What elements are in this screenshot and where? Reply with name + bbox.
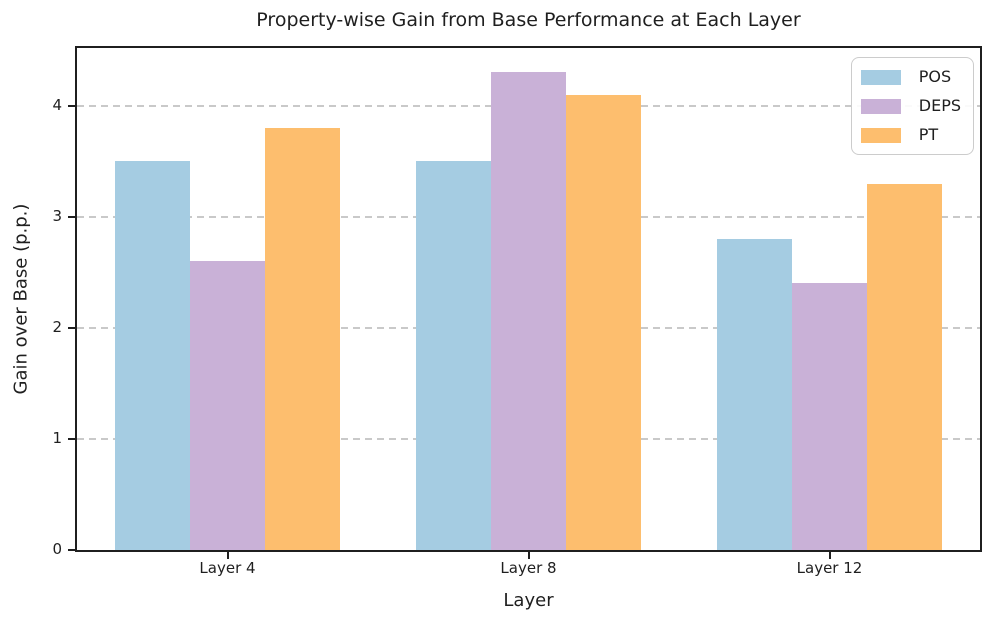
y-tick-label-0: 0 (52, 540, 62, 558)
chart-title: Property-wise Gain from Base Performance… (256, 9, 801, 31)
y-tick-label-3: 3 (52, 206, 62, 225)
x-tick-label-layer-4: Layer 4 (199, 559, 256, 577)
legend-entry-deps: DEPS (860, 96, 961, 115)
y-tick-label-4: 4 (52, 95, 62, 114)
bar-pos-layer-4 (114, 161, 190, 550)
plot-area: POS DEPS PT (75, 46, 982, 552)
y-axis-label: Gain over Base (p.p.) (10, 203, 32, 395)
bar-pos-layer-12 (716, 239, 792, 550)
legend-swatch-pt (860, 127, 901, 143)
x-tick-mark-layer-8 (527, 552, 530, 559)
x-tick-mark-layer-12 (828, 552, 831, 559)
bar-pt-layer-4 (265, 127, 341, 550)
bar-deps-layer-12 (791, 283, 868, 550)
bar-pt-layer-8 (566, 94, 642, 550)
bar-pos-layer-8 (415, 161, 491, 550)
bar-deps-layer-8 (490, 72, 567, 550)
legend-label-deps: DEPS (918, 96, 961, 115)
legend-swatch-pos (860, 69, 901, 85)
x-tick-label-layer-8: Layer 8 (500, 559, 557, 577)
y-tick-mark-0 (68, 549, 75, 551)
y-tick-mark-2 (68, 326, 75, 329)
legend-entry-pt: PT (860, 125, 961, 144)
y-tick-mark-1 (68, 437, 75, 440)
legend-swatch-deps (860, 98, 901, 114)
legend-label-pt: PT (918, 125, 939, 144)
legend-label-pos: POS (918, 67, 952, 86)
legend-entry-pos: POS (860, 67, 961, 86)
y-tick-mark-4 (68, 104, 75, 107)
x-tick-label-layer-12: Layer 12 (796, 559, 863, 577)
y-tick-label-1: 1 (52, 428, 62, 447)
bar-deps-layer-4 (189, 261, 266, 550)
legend: POS DEPS PT (850, 57, 974, 155)
x-axis-label: Layer (503, 590, 554, 611)
y-tick-mark-3 (68, 215, 75, 218)
x-tick-mark-layer-4 (226, 552, 229, 559)
y-tick-label-2: 2 (52, 317, 62, 336)
bar-pt-layer-12 (867, 183, 943, 550)
